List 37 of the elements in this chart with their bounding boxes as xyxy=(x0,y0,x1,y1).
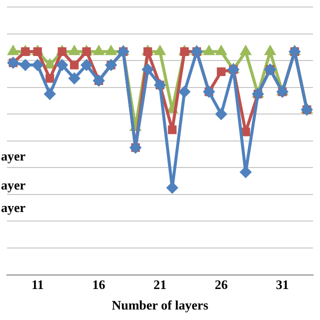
point xyxy=(70,60,79,70)
point xyxy=(240,166,252,178)
point xyxy=(44,88,56,100)
point xyxy=(142,64,154,75)
point xyxy=(81,60,92,71)
point xyxy=(166,182,178,194)
point xyxy=(216,108,227,120)
point xyxy=(216,46,226,56)
point xyxy=(20,60,31,71)
x-tick-label: 16 xyxy=(92,276,106,292)
point xyxy=(106,46,116,56)
x-tick-label: 21 xyxy=(154,276,166,292)
x-tick-label: 31 xyxy=(276,276,289,292)
x-tick-label: 26 xyxy=(214,276,228,292)
point xyxy=(155,46,165,56)
point xyxy=(32,60,44,71)
point xyxy=(68,72,80,84)
point xyxy=(180,47,189,56)
point xyxy=(143,47,152,56)
point xyxy=(94,46,104,56)
point xyxy=(241,128,250,136)
point xyxy=(168,125,177,134)
point xyxy=(240,46,251,56)
point xyxy=(204,46,214,56)
annotation: ayer xyxy=(1,148,26,164)
point xyxy=(46,74,54,83)
point xyxy=(265,46,276,56)
annotation: ayer xyxy=(1,178,26,193)
point xyxy=(56,60,68,71)
point xyxy=(216,67,226,76)
annotation: ayer xyxy=(1,200,26,215)
point xyxy=(8,46,18,56)
point xyxy=(44,60,55,69)
point xyxy=(178,86,190,98)
x-axis-title: Number of layers xyxy=(112,298,208,313)
point xyxy=(69,46,80,56)
x-tick-label: 11 xyxy=(31,276,44,292)
